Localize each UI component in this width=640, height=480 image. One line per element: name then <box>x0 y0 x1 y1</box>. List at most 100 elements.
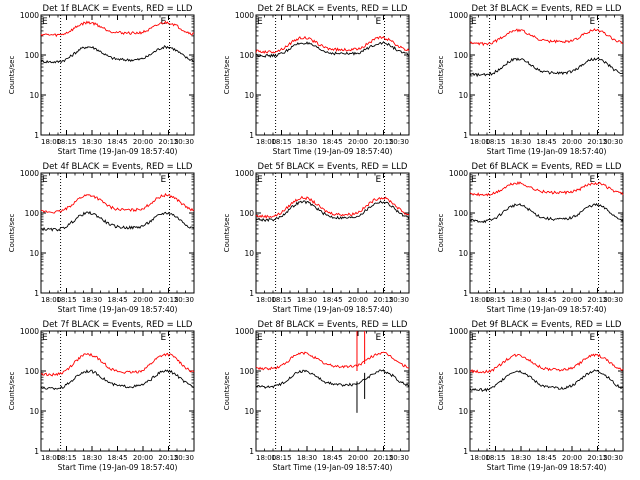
events-series-line <box>469 369 624 393</box>
plot-frame <box>469 172 624 294</box>
x-tick-label: 20:15 <box>373 454 393 462</box>
x-tick-label: 18:00 <box>470 454 490 462</box>
x-tick-label: 18:00 <box>41 296 61 304</box>
y-tick-label: 100 <box>454 209 469 218</box>
events-series-line <box>40 210 195 232</box>
x-tick-label: 20:30 <box>603 454 623 462</box>
event-marker-label: E <box>42 175 48 185</box>
x-tick-label: 18:45 <box>107 138 127 146</box>
y-tick-label: 1000 <box>449 327 468 336</box>
lld-series-line <box>40 192 195 214</box>
event-marker-label: E <box>590 175 596 185</box>
plot-frame <box>255 330 410 452</box>
x-tick-label: 18:00 <box>470 138 490 146</box>
event-marker-label: E <box>42 17 48 27</box>
x-tick-label: 18:15 <box>271 454 291 462</box>
y-tick-label: 1 <box>463 131 468 140</box>
x-axis-label: Start Time (19-Jan-09 18:57:40) <box>58 305 178 314</box>
x-tick-label: 20:30 <box>174 296 194 304</box>
y-tick-label: 10 <box>29 249 39 258</box>
y-tick-label: 100 <box>240 209 255 218</box>
event-marker-label: E <box>257 17 263 27</box>
y-tick-label: 1000 <box>449 169 468 178</box>
event-marker-label: E <box>471 175 477 185</box>
event-marker-label: E <box>376 17 382 27</box>
events-series-line <box>40 369 195 391</box>
x-tick-label: 20:15 <box>587 138 607 146</box>
x-tick-label: 18:45 <box>536 296 556 304</box>
events-series-line <box>255 41 410 58</box>
x-tick-label: 18:30 <box>82 296 102 304</box>
x-tick-label: 20:00 <box>562 296 582 304</box>
panel-det-8: Det 8f BLACK = Events, RED = LLD Counts/s… <box>223 320 410 472</box>
event-marker-label: E <box>161 333 167 343</box>
x-tick-label: 20:00 <box>348 138 368 146</box>
x-tick-label: 18:30 <box>297 454 317 462</box>
event-marker-label: E <box>42 333 48 343</box>
x-axis-label: Start Time (19-Jan-09 18:57:40) <box>58 147 178 156</box>
x-tick-label: 18:30 <box>297 296 317 304</box>
y-tick-label: 100 <box>25 51 40 60</box>
x-tick-label: 18:15 <box>56 138 76 146</box>
x-tick-label: 18:45 <box>107 454 127 462</box>
panel-title: Det 9f BLACK = Events, RED = LLD <box>472 320 622 330</box>
lld-series-line <box>255 351 410 371</box>
y-tick-label: 1 <box>249 447 254 456</box>
x-tick-label: 20:30 <box>174 454 194 462</box>
panel-title: Det 4f BLACK = Events, RED = LLD <box>43 162 193 172</box>
x-axis-label: Start Time (19-Jan-09 18:57:40) <box>273 147 393 156</box>
x-tick-label: 18:15 <box>485 138 505 146</box>
lld-series-line <box>469 181 624 197</box>
x-tick-label: 18:30 <box>511 454 531 462</box>
y-axis-label: Counts/sec <box>437 372 445 411</box>
events-series-line <box>469 202 624 224</box>
y-tick-label: 1000 <box>20 327 39 336</box>
y-tick-label: 1 <box>34 289 39 298</box>
x-tick-label: 18:30 <box>82 454 102 462</box>
panel-title: Det 7f BLACK = Events, RED = LLD <box>43 320 193 330</box>
x-tick-label: 20:00 <box>133 296 153 304</box>
y-axis-label: Counts/sec <box>223 56 231 95</box>
lld-series-line <box>469 353 624 374</box>
y-tick-label: 1000 <box>235 169 254 178</box>
x-axis-label: Start Time (19-Jan-09 18:57:40) <box>58 463 178 472</box>
lld-series-line <box>40 352 195 377</box>
panel-det-2: Det 2f BLACK = Events, RED = LLD Counts/s… <box>223 4 410 156</box>
panel-title: Det 5f BLACK = Events, RED = LLD <box>258 162 408 172</box>
x-tick-label: 20:15 <box>158 454 178 462</box>
x-axis-label: Start Time (19-Jan-09 18:57:40) <box>487 305 607 314</box>
x-tick-label: 20:30 <box>389 454 409 462</box>
x-tick-label: 18:45 <box>536 138 556 146</box>
x-axis-label: Start Time (19-Jan-09 18:57:40) <box>487 463 607 472</box>
x-tick-label: 20:30 <box>174 138 194 146</box>
x-tick-label: 18:45 <box>322 454 342 462</box>
x-tick-label: 20:00 <box>348 296 368 304</box>
y-tick-label: 10 <box>244 407 254 416</box>
x-tick-label: 20:00 <box>133 138 153 146</box>
y-tick-label: 10 <box>458 91 468 100</box>
panel-title: Det 6f BLACK = Events, RED = LLD <box>472 162 622 172</box>
panel-det-4: Det 4f BLACK = Events, RED = LLD Counts/s… <box>8 162 195 314</box>
x-tick-label: 18:00 <box>470 296 490 304</box>
y-axis-label: Counts/sec <box>223 214 231 253</box>
y-tick-label: 10 <box>29 407 39 416</box>
x-tick-label: 18:00 <box>41 138 61 146</box>
panel-det-7: Det 7f BLACK = Events, RED = LLD Counts/s… <box>8 320 195 472</box>
event-marker-label: E <box>161 175 167 185</box>
y-tick-label: 1 <box>249 131 254 140</box>
x-tick-label: 20:30 <box>603 296 623 304</box>
y-tick-label: 100 <box>240 367 255 376</box>
x-tick-label: 18:15 <box>485 454 505 462</box>
y-axis-label: Counts/sec <box>437 214 445 253</box>
event-marker-label: E <box>376 175 382 185</box>
y-tick-label: 10 <box>458 407 468 416</box>
event-marker-label: E <box>590 333 596 343</box>
event-marker-label: E <box>257 333 263 343</box>
x-tick-label: 18:45 <box>536 454 556 462</box>
panel-det-1: Det 1f BLACK = Events, RED = LLD Counts/s… <box>8 4 195 156</box>
x-tick-label: 20:15 <box>373 296 393 304</box>
lld-series-line <box>40 20 195 38</box>
y-tick-label: 10 <box>244 91 254 100</box>
y-tick-label: 1000 <box>235 11 254 20</box>
events-series-line <box>469 57 624 78</box>
